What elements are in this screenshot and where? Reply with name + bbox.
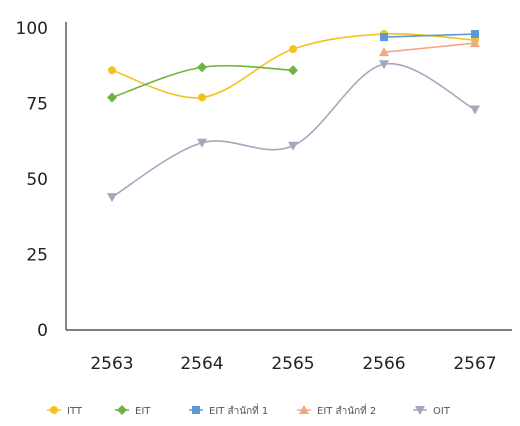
legend: ITT EIT EIT สำนักที่ 1 EIT สำนักที่ 2 OIT xyxy=(47,403,451,417)
series-5 xyxy=(107,60,480,203)
data-point xyxy=(288,141,298,151)
data-point xyxy=(288,65,298,76)
legend-label: OIT xyxy=(433,406,451,417)
legend-marker xyxy=(299,405,309,414)
series-layer xyxy=(107,30,480,203)
series-4 xyxy=(379,38,480,57)
series-3 xyxy=(380,30,479,42)
legend-marker xyxy=(50,406,58,414)
y-tick-label: 25 xyxy=(26,246,48,266)
data-point xyxy=(470,38,480,48)
legend-label: EIT xyxy=(135,406,151,417)
data-point xyxy=(197,62,207,73)
data-point xyxy=(380,33,388,42)
y-tick-label: 50 xyxy=(26,170,48,190)
x-tick-label: 2564 xyxy=(180,354,223,374)
y-tick-label: 75 xyxy=(26,95,48,115)
data-point xyxy=(198,93,206,102)
data-point xyxy=(471,30,479,39)
legend-item: EIT สำนักที่ 1 xyxy=(189,403,268,417)
x-tick-label: 2565 xyxy=(271,354,314,374)
axes: 0 25 50 75 100 2563 2564 2565 2566 2567 xyxy=(16,19,512,374)
data-point xyxy=(108,66,116,75)
legend-item: OIT xyxy=(413,406,451,417)
legend-item: ITT xyxy=(47,406,83,417)
y-tick-label: 0 xyxy=(37,321,48,341)
series-2 xyxy=(107,62,298,103)
series-1 xyxy=(108,30,479,102)
legend-label: EIT สำนักที่ 1 xyxy=(209,403,268,417)
legend-marker xyxy=(415,406,425,415)
x-tick-label: 2563 xyxy=(90,354,133,374)
series-line xyxy=(111,62,476,198)
data-point xyxy=(107,92,117,103)
legend-item: EIT สำนักที่ 2 xyxy=(297,403,376,417)
data-point xyxy=(197,138,207,148)
x-tick-label: 2566 xyxy=(362,354,405,374)
legend-label: ITT xyxy=(67,406,83,417)
data-point xyxy=(289,45,297,54)
series-line xyxy=(383,42,476,53)
data-point xyxy=(379,47,389,57)
legend-marker xyxy=(192,406,200,414)
legend-label: EIT สำนักที่ 2 xyxy=(317,403,376,417)
y-tick-label: 100 xyxy=(16,19,48,39)
x-tick-label: 2567 xyxy=(453,354,496,374)
legend-item: EIT xyxy=(115,405,151,417)
data-point xyxy=(379,60,389,70)
data-point xyxy=(470,105,480,115)
legend-marker xyxy=(117,405,127,415)
data-point xyxy=(107,193,117,203)
series-line xyxy=(383,33,476,38)
